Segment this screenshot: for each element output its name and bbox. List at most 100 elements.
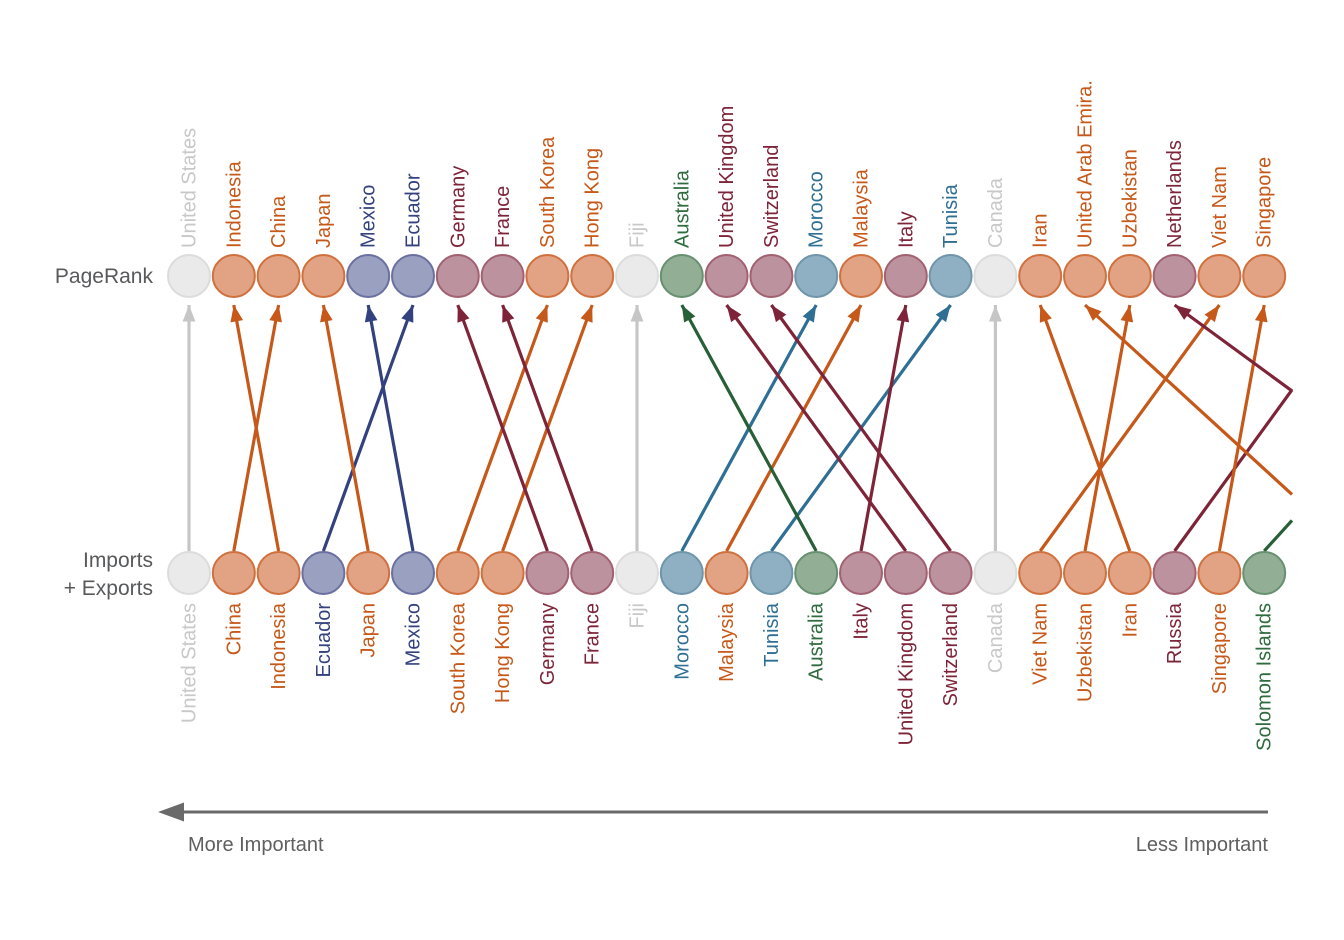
pagerank-node-morocco [794,254,839,298]
link-fiji [630,305,644,551]
imports-exports-label-australia: Australia [806,602,828,681]
imports-exports-label-switzerland: Switzerland [940,603,962,706]
pagerank-label-switzerland: Switzerland [761,145,783,248]
arrowhead-icon [1254,305,1268,323]
imports-exports-label-tunisia: Tunisia [761,602,783,667]
pagerank-node-malaysia [839,254,883,298]
imports-exports-label-hong-kong: Hong Kong [492,603,514,703]
imports-exports-label-italy: Italy [851,603,873,640]
imports-exports-label-china: China [223,602,245,655]
pagerank-label-china: China [268,195,290,248]
link-line-mexico [366,304,415,552]
row-label-pagerank: PageRank [55,265,154,288]
pagerank-label-uzbekistan: Uzbekistan [1119,149,1141,248]
arrowhead-icon [1039,305,1052,323]
pagerank-label-fiji: Fiji [627,222,649,248]
imports-exports-node-united-kingdom [883,551,928,595]
pagerank-node-france [480,254,525,298]
imports-exports-node-france [570,551,615,595]
arrowhead-icon [896,305,910,323]
arrowhead-icon [630,305,644,322]
pagerank-node-indonesia [211,254,256,298]
pagerank-node-netherlands [1152,254,1197,298]
link-united-states [182,305,196,551]
arrowhead-icon [535,305,548,323]
pagerank-label-ecuador: Ecuador [403,173,425,248]
imports-exports-label-solomon-islands: Solomon Islands [1254,603,1276,751]
link-united-kingdom [725,304,908,552]
pagerank-label-mexico: Mexico [358,185,380,248]
pagerank-label-netherlands: Netherlands [1164,140,1186,248]
arrowhead-icon [502,305,515,323]
pagerank-node-canada [973,254,1018,298]
row-label-exports: + Exports [64,577,153,600]
imports-exports-node-fiji [615,551,659,595]
pagerank-node-mexico [346,254,391,298]
pagerank-row: United States Indonesia China Japan Mexico Ec… [167,80,1287,298]
pagerank-label-tunisia: Tunisia [940,183,962,248]
imports-exports-node-italy [839,551,883,595]
arrowhead-icon [1204,305,1220,323]
pagerank-node-germany [435,254,480,298]
link-line-germany [456,304,549,552]
imports-exports-node-solomon-islands [1242,551,1287,595]
link-line-indonesia [232,304,281,552]
link-line-uzbekistan [1083,304,1132,552]
pagerank-label-italy: Italy [895,211,917,248]
link-germany [456,304,549,552]
arrowhead-icon [726,305,742,323]
arrowhead-icon [681,305,696,323]
importance-axis: More Important Less Important [158,802,1268,856]
pagerank-label-malaysia: Malaysia [851,168,873,248]
imports-exports-node-australia [794,551,839,595]
link-united-arab-emira [1083,303,1294,496]
arrowhead-icon [182,305,196,322]
pagerank-label-singapore: Singapore [1254,157,1276,248]
pagerank-node-united-states [167,254,211,298]
link-line-united-arab-emira [1083,303,1294,496]
imports-exports-node-china [211,551,256,595]
pagerank-label-indonesia: Indonesia [223,160,245,248]
pagerank-node-australia [659,254,704,298]
arrowhead-icon [1120,305,1134,323]
arrowhead-icon [1085,305,1102,321]
link-ecuador [321,304,415,552]
link-japan [320,304,370,552]
link-malaysia [725,304,863,552]
pagerank-node-united-arab-emira [1063,254,1107,298]
pagerank-node-italy [883,254,928,298]
imports-exports-node-uzbekistan [1063,551,1107,595]
arrowhead-icon [320,305,333,323]
imports-exports-label-south-korea: South Korea [447,602,469,714]
arrowhead-icon [364,305,378,323]
imports-exports-node-germany [525,551,570,595]
link-line-singapore [1217,304,1266,552]
link-line-solomon-islands [1263,519,1294,553]
pagerank-label-morocco: Morocco [806,171,828,248]
imports-exports-node-russia [1152,551,1197,595]
pagerank-node-singapore [1242,254,1287,298]
imports-exports-node-viet-nam [1018,551,1063,595]
pagerank-label-germany: Germany [447,166,469,248]
arrowhead-icon [935,305,951,323]
imports-exports-label-iran: Iran [1119,603,1141,637]
arrowhead-icon [847,305,861,323]
arrowhead-icon [580,305,593,323]
imports-exports-node-japan [346,551,391,595]
arrowhead-icon [401,305,414,323]
pagerank-label-united-states: United States [179,128,201,248]
link-france [501,304,594,552]
arrowhead-icon [989,305,1002,322]
imports-exports-label-viet-nam: Viet Nam [1030,603,1052,685]
link-indonesia [230,304,281,552]
pagerank-label-iran: Iran [1030,214,1052,248]
imports-exports-label-mexico: Mexico [403,603,425,666]
imports-exports-label-fiji: Fiji [627,603,649,629]
links-layer [182,303,1294,553]
link-singapore [1217,304,1268,552]
axis-left-label: More Important [188,834,324,856]
imports-exports-node-switzerland [928,551,973,595]
pagerank-node-tunisia [928,254,973,298]
imports-exports-label-malaysia: Malaysia [716,602,738,682]
imports-exports-node-morocco [659,551,704,595]
